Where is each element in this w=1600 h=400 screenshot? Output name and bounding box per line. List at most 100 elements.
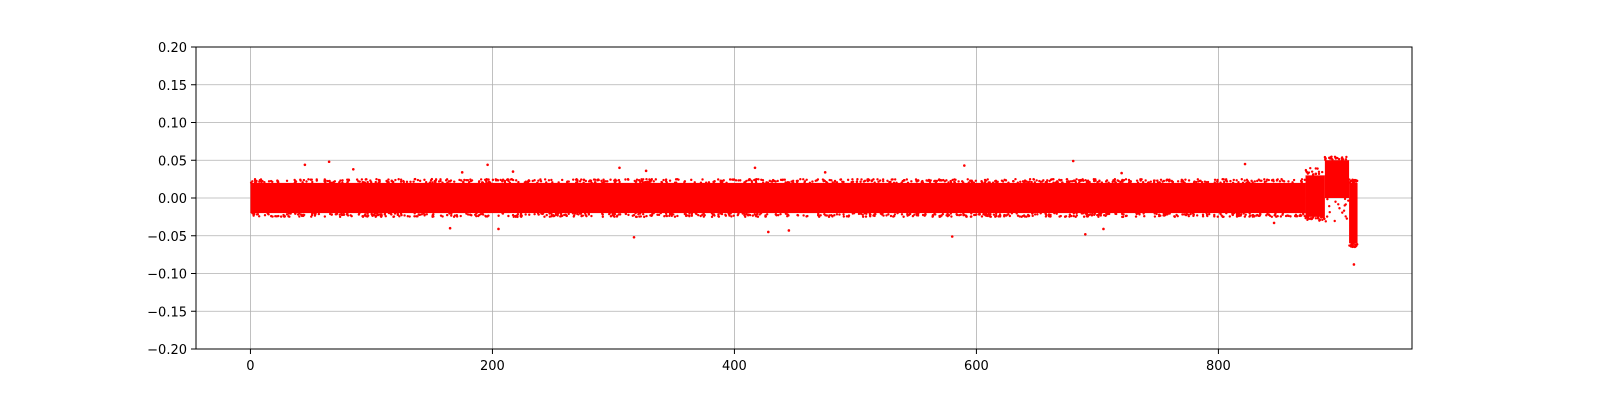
data-point (683, 212, 687, 216)
data-point (1228, 215, 1232, 218)
data-point (728, 178, 732, 181)
data-point (1008, 214, 1012, 218)
data-point (1216, 215, 1219, 218)
data-point (665, 214, 668, 217)
data-point (774, 213, 778, 216)
data-point (786, 180, 790, 184)
data-point (1334, 157, 1337, 160)
data-point (947, 181, 950, 184)
data-point (369, 179, 372, 182)
data-point (980, 179, 983, 183)
outlier-point (644, 169, 648, 173)
data-point (878, 179, 882, 182)
outlier-point (351, 168, 355, 171)
data-point (444, 179, 448, 182)
data-point (1265, 214, 1268, 217)
data-point (987, 212, 990, 216)
data-point (634, 180, 637, 184)
data-point (608, 212, 611, 215)
data-point (572, 214, 576, 217)
data-point (730, 215, 733, 218)
data-point (602, 178, 605, 181)
data-point (1213, 213, 1216, 217)
data-point (496, 179, 500, 182)
data-point (556, 212, 560, 215)
data-point (900, 181, 903, 184)
data-point (1231, 213, 1234, 217)
data-point (665, 181, 668, 184)
data-point (676, 178, 679, 181)
data-point (302, 178, 306, 182)
data-point (1303, 178, 1306, 182)
data-point (1193, 180, 1196, 183)
data-point (331, 181, 334, 184)
data-point (1068, 213, 1072, 216)
data-point (1258, 214, 1261, 217)
data-point (499, 178, 502, 182)
data-point (777, 213, 780, 217)
data-point (1263, 178, 1266, 181)
data-point (803, 180, 807, 183)
data-point (266, 212, 270, 215)
data-point (1054, 181, 1057, 184)
data-band (1305, 175, 1325, 217)
data-point (1097, 213, 1100, 217)
data-point (409, 180, 412, 184)
outlier-point (1084, 232, 1087, 236)
data-points (249, 155, 1359, 266)
data-point (1295, 215, 1299, 218)
data-point (1244, 213, 1247, 216)
data-point (547, 179, 551, 182)
data-point (991, 181, 995, 184)
data-point (1282, 180, 1286, 183)
data-point (445, 213, 449, 217)
data-point (253, 179, 257, 182)
data-point (397, 178, 400, 181)
data-point (1099, 214, 1102, 217)
data-point (924, 212, 927, 216)
data-point (416, 215, 419, 218)
data-point (886, 179, 889, 182)
data-point (582, 181, 585, 184)
data-point (626, 178, 630, 181)
data-point (701, 213, 704, 216)
data-point (601, 215, 605, 218)
data-point (1298, 214, 1301, 218)
data-point (640, 178, 643, 181)
data-point (969, 215, 973, 218)
data-point (1318, 219, 1321, 222)
data-point (271, 180, 274, 184)
data-point (779, 178, 783, 182)
data-point (1222, 215, 1225, 218)
data-point (1345, 217, 1349, 220)
data-point (994, 215, 997, 218)
data-point (888, 180, 891, 184)
data-point (1354, 244, 1358, 248)
data-point (641, 212, 645, 216)
data-point (915, 179, 918, 183)
data-point (1309, 216, 1313, 220)
data-point (328, 181, 332, 184)
data-point (1279, 215, 1283, 218)
data-point (346, 214, 350, 217)
data-point (1136, 181, 1140, 184)
data-point (702, 215, 706, 218)
data-point (734, 179, 738, 182)
data-point (795, 180, 799, 184)
data-point (428, 181, 432, 184)
outlier-point (618, 166, 621, 170)
data-point (757, 178, 760, 181)
data-point (638, 180, 642, 184)
outlier-point (1243, 162, 1247, 166)
data-point (580, 178, 583, 181)
data-point (1222, 180, 1226, 184)
data-point (1003, 178, 1006, 182)
data-point (645, 214, 648, 218)
data-point (323, 215, 327, 218)
data-point (756, 215, 760, 218)
data-point (361, 180, 364, 184)
data-point (1018, 215, 1021, 218)
data-point (536, 181, 539, 185)
data-point (323, 178, 326, 181)
data-point (385, 179, 388, 183)
